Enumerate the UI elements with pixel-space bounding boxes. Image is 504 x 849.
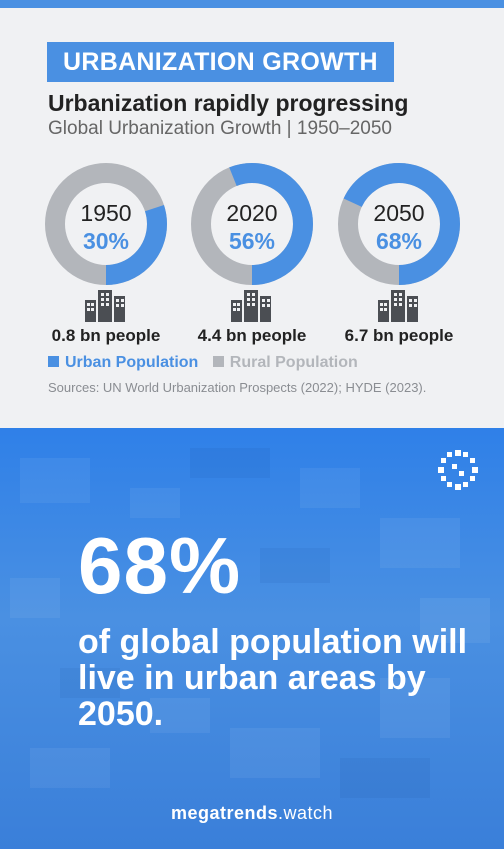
- donut-year-label: 2050: [373, 200, 424, 226]
- top-accent-bar: [0, 0, 504, 8]
- population-label: 6.7 bn people: [345, 326, 454, 345]
- legend-label-rural: Rural Population: [229, 354, 358, 371]
- highlight-section: 68% of global population will live in ur…: [0, 428, 504, 849]
- brand-footer: megatrends.watch: [0, 803, 504, 824]
- city-background-texture: [10, 448, 490, 798]
- highlight-number: 68%: [78, 521, 242, 610]
- legend-label-urban: Urban Population: [65, 354, 199, 371]
- brand-domain: .watch: [278, 803, 334, 823]
- donut-urban-slice-1950: [45, 163, 167, 285]
- buildings-icon-windows: [87, 293, 124, 311]
- highlight-text: of global population will live in urban …: [78, 623, 468, 733]
- legend-swatch-rural: [212, 356, 224, 367]
- buildings-icon-windows: [233, 293, 270, 311]
- legend-item-rural: Rural Population: [212, 354, 358, 372]
- legend-item-urban: Urban Population: [48, 354, 198, 372]
- page-title: Urbanization rapidly progressing: [48, 90, 409, 116]
- legend-swatch-urban: [48, 356, 59, 367]
- donut-urban-slice-2050: [338, 163, 460, 285]
- population-label: 4.4 bn people: [198, 326, 307, 345]
- page-subtitle: Global Urbanization Growth | 1950–2050: [48, 118, 392, 139]
- donut-urban-percent: 68%: [376, 228, 422, 254]
- donut-urban-slice-2020: [191, 163, 313, 285]
- donut-urban-percent: 30%: [83, 228, 129, 254]
- chart-section: URBANIZATION GROWTH Urbanization rapidly…: [0, 8, 504, 428]
- buildings-icon-windows: [380, 293, 417, 311]
- section-tag: URBANIZATION GROWTH: [47, 42, 394, 82]
- megatrends-logo-icon: [438, 450, 478, 490]
- donut-year-label: 1950: [80, 200, 131, 226]
- population-label: 0.8 bn people: [52, 326, 161, 345]
- donut-year-label: 2020: [226, 200, 277, 226]
- donut-urban-percent: 56%: [229, 228, 275, 254]
- brand-name: megatrends: [170, 803, 278, 823]
- legend: Urban Population Rural Population: [48, 354, 368, 372]
- sources-note: Sources: UN World Urbanization Prospects…: [48, 380, 427, 395]
